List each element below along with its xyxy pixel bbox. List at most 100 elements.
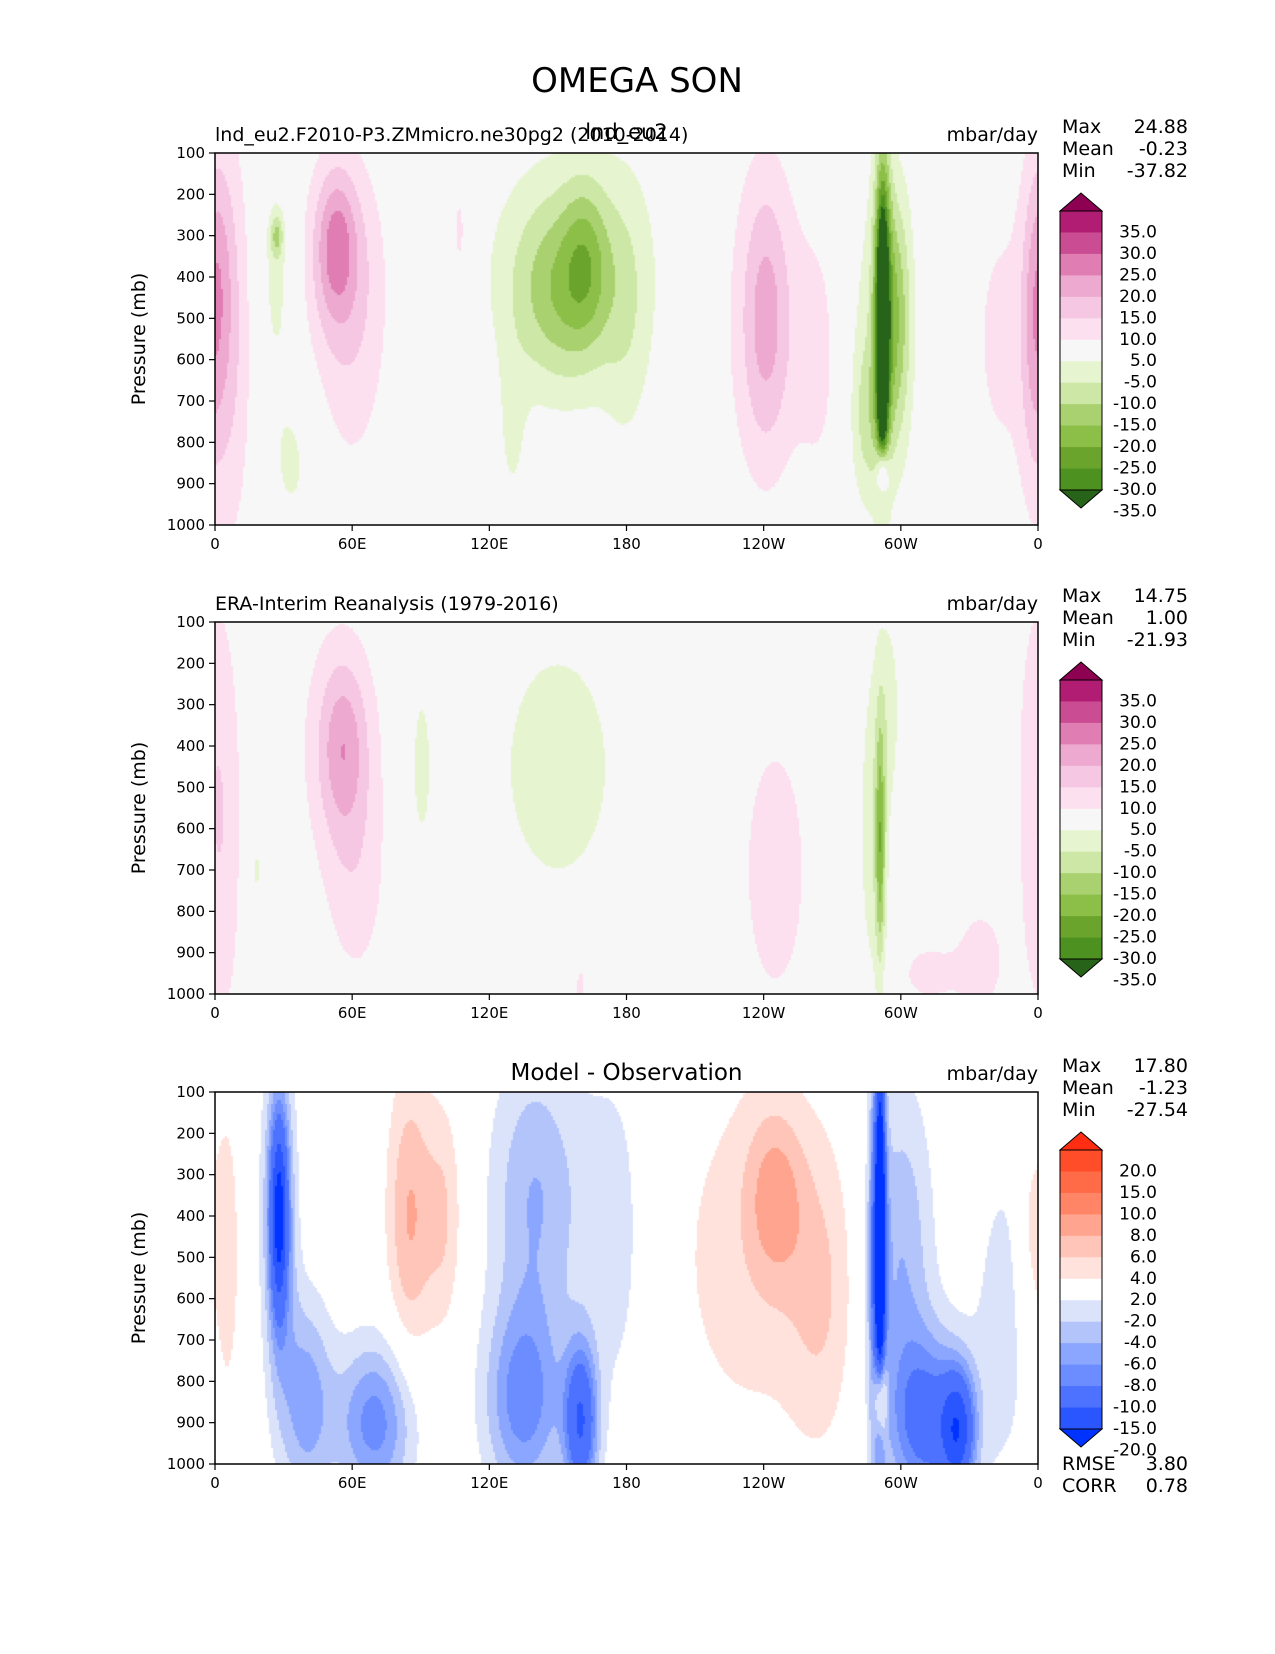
colorbar-label: -20.0 — [1113, 1440, 1157, 1460]
colorbar-bin — [1060, 361, 1102, 384]
colorbar-bin — [1060, 1386, 1102, 1409]
y-tick-label: 800 — [176, 902, 205, 920]
colorbar-label: 10.0 — [1119, 799, 1157, 819]
figure-title: OMEGA SON — [531, 61, 743, 101]
y-tick-label: 700 — [176, 392, 205, 410]
colorbar-label: -35.0 — [1113, 501, 1157, 521]
colorbar-bin — [1060, 232, 1102, 255]
y-tick-label: 800 — [176, 433, 205, 451]
colorbar-bin — [1060, 808, 1102, 831]
colorbar-bin — [1060, 425, 1102, 448]
metric-label: CORR — [1062, 1475, 1117, 1497]
x-tick-label: 180 — [612, 1474, 641, 1492]
units-label: mbar/day — [947, 1063, 1038, 1085]
y-axis-label: Pressure (mb) — [128, 1212, 150, 1345]
stat-value: 24.88 — [1134, 116, 1188, 138]
colorbar-label: -5.0 — [1124, 373, 1157, 393]
colorbar-label: -15.0 — [1113, 416, 1157, 436]
colorbar-bin — [1060, 1235, 1102, 1258]
x-tick-label: 0 — [1033, 535, 1043, 553]
colorbar-label: -10.0 — [1113, 394, 1157, 414]
heatmap-field — [215, 153, 1038, 525]
colorbar-label: -8.0 — [1124, 1376, 1157, 1396]
x-tick-label: 60W — [884, 1004, 918, 1022]
colorbar-bin — [1060, 894, 1102, 917]
y-tick-label: 600 — [176, 1290, 205, 1308]
colorbar: 35.030.025.020.015.010.05.0-5.0-10.0-15.… — [1058, 192, 1157, 521]
y-tick-label: 200 — [176, 654, 205, 672]
stat-value: 1.00 — [1146, 607, 1188, 629]
panel-title-left: ERA-Interim Reanalysis (1979-2016) — [215, 593, 559, 615]
x-tick-label: 120E — [470, 535, 508, 553]
colorbar-bin — [1060, 211, 1102, 233]
x-tick-label: 0 — [210, 535, 220, 553]
heatmap-field — [215, 1092, 1038, 1464]
y-tick-label: 500 — [176, 309, 205, 327]
colorbar-bin — [1060, 404, 1102, 427]
y-tick-label: 1000 — [167, 985, 205, 1003]
colorbar-bin — [1060, 851, 1102, 874]
metric-label: RMSE — [1062, 1453, 1116, 1475]
colorbar-bin — [1060, 1300, 1102, 1323]
colorbar-label: -15.0 — [1113, 1419, 1157, 1439]
chart-panel-test: 100 200 300 400 500 600 700 800 900 1000 0 60E 120E 1… — [128, 116, 1188, 553]
x-tick-label: 60E — [338, 1004, 367, 1022]
colorbar-bin — [1060, 1214, 1102, 1237]
x-tick-label: 120W — [742, 1474, 786, 1492]
y-tick-label: 500 — [176, 778, 205, 796]
y-tick-label: 700 — [176, 861, 205, 879]
y-tick-label: 400 — [176, 268, 205, 286]
stat-label: Min — [1062, 1099, 1096, 1121]
colorbar: 20.015.010.08.06.04.02.0-2.0-4.0-6.0-8.0… — [1058, 1131, 1157, 1460]
colorbar-label: -6.0 — [1124, 1355, 1157, 1375]
colorbar-label: 20.0 — [1119, 1161, 1157, 1181]
y-tick-label: 1000 — [167, 1455, 205, 1473]
colorbar-frame — [1059, 679, 1103, 960]
colorbar-bin — [1060, 1364, 1102, 1387]
panel-title-center: Model - Observation — [510, 1060, 742, 1086]
stat-label: Max — [1062, 585, 1101, 607]
stat-value: -37.82 — [1127, 160, 1188, 182]
colorbar-bin — [1060, 1171, 1102, 1194]
x-tick-label: 120W — [742, 1004, 786, 1022]
stat-value: -21.93 — [1127, 629, 1188, 651]
colorbar-label: 5.0 — [1130, 351, 1157, 371]
colorbar-label: -5.0 — [1124, 842, 1157, 862]
colorbar-extend-max — [1058, 1131, 1104, 1151]
y-tick-label: 900 — [176, 475, 205, 493]
y-tick-label: 600 — [176, 820, 205, 838]
colorbar-label: 20.0 — [1119, 287, 1157, 307]
colorbar-label: 8.0 — [1130, 1226, 1157, 1246]
colorbar-bin — [1060, 680, 1102, 702]
colorbar-label: 6.0 — [1130, 1247, 1157, 1267]
colorbar-label: -10.0 — [1113, 863, 1157, 883]
colorbar-bin — [1060, 787, 1102, 810]
colorbar-bin — [1060, 1278, 1102, 1301]
stat-label: Min — [1062, 160, 1096, 182]
colorbar-extend-max — [1058, 661, 1104, 681]
stat-value: 17.80 — [1134, 1055, 1188, 1077]
colorbar-bin — [1060, 253, 1102, 276]
colorbar-bin — [1060, 1257, 1102, 1280]
y-tick-label: 100 — [176, 1083, 205, 1101]
colorbar-label: -20.0 — [1113, 906, 1157, 926]
colorbar-label: 10.0 — [1119, 1204, 1157, 1224]
colorbar-label: 10.0 — [1119, 330, 1157, 350]
colorbar-label: 5.0 — [1130, 820, 1157, 840]
y-tick-label: 100 — [176, 613, 205, 631]
x-tick-label: 60E — [338, 1474, 367, 1492]
x-tick-label: 120E — [470, 1474, 508, 1492]
colorbar-label: -30.0 — [1113, 480, 1157, 500]
colorbar-label: -30.0 — [1113, 949, 1157, 969]
colorbar-bin — [1060, 937, 1102, 960]
colorbar-label: -20.0 — [1113, 437, 1157, 457]
colorbar-bin — [1060, 916, 1102, 939]
colorbar-bin — [1060, 1407, 1102, 1430]
x-tick-label: 0 — [210, 1474, 220, 1492]
colorbar-label: -4.0 — [1124, 1333, 1157, 1353]
x-tick-label: 120W — [742, 535, 786, 553]
colorbar-label: 20.0 — [1119, 756, 1157, 776]
colorbar-label: 30.0 — [1119, 244, 1157, 264]
panel-title-center: lnd_eu2 — [585, 120, 668, 145]
